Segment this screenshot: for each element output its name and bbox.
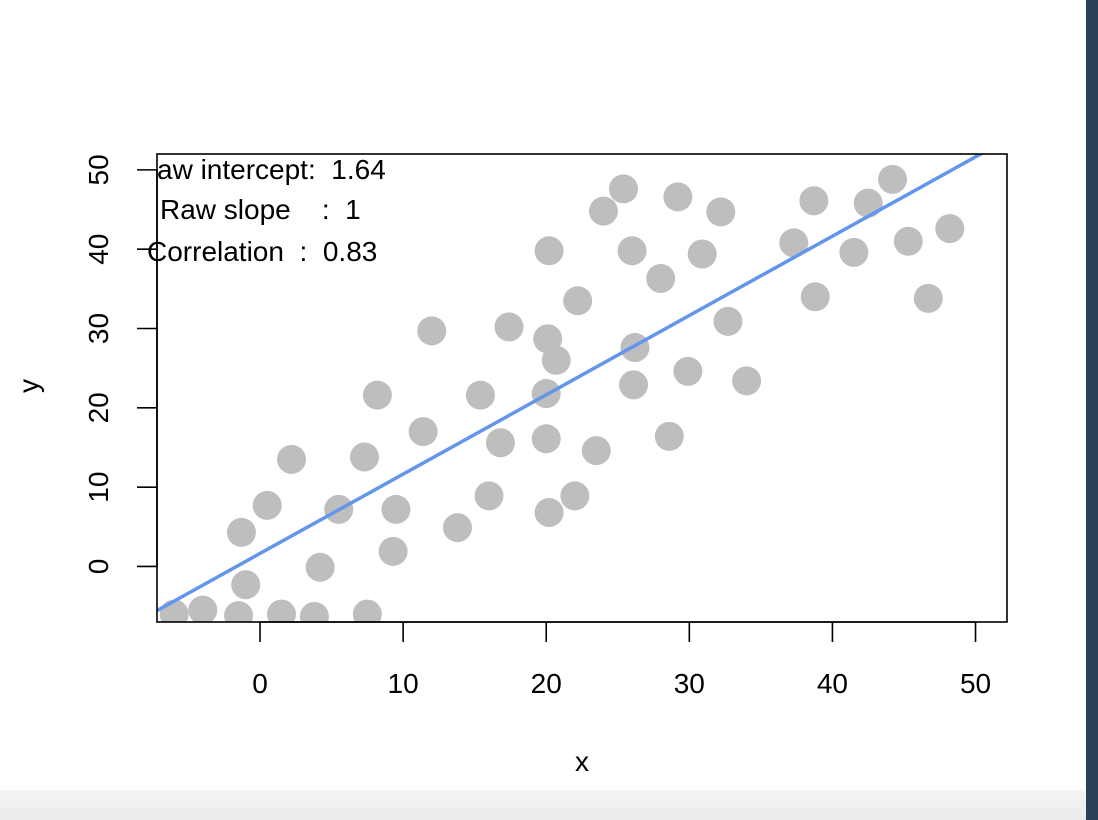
- data-point: [381, 494, 411, 524]
- data-point: [252, 490, 282, 520]
- x-tick-label: 0: [252, 668, 268, 699]
- y-tick-label: 40: [83, 234, 114, 265]
- data-point: [531, 424, 561, 454]
- y-tick-label: 0: [83, 559, 114, 575]
- data-point: [588, 196, 618, 226]
- x-tick-label: 30: [674, 668, 705, 699]
- data-point: [534, 498, 564, 528]
- data-point: [935, 214, 965, 244]
- data-point: [654, 421, 684, 451]
- x-tick-label: 20: [531, 668, 562, 699]
- data-point: [266, 599, 296, 622]
- data-point: [277, 444, 307, 474]
- data-point: [534, 236, 564, 266]
- y-tick-label: 30: [83, 313, 114, 344]
- data-point: [617, 236, 647, 266]
- bottom-strip: [0, 790, 1086, 820]
- data-point: [800, 282, 830, 312]
- data-point: [299, 601, 329, 622]
- data-point: [581, 436, 611, 466]
- x-axis-title: x: [575, 746, 589, 777]
- data-point: [853, 188, 883, 218]
- data-point: [663, 182, 693, 212]
- data-point: [378, 536, 408, 566]
- data-point: [159, 599, 189, 622]
- data-point: [619, 370, 649, 400]
- data-point: [713, 306, 743, 336]
- data-point: [732, 366, 762, 396]
- data-point: [224, 601, 254, 622]
- annotation-slope: Raw slope : 1: [160, 194, 361, 225]
- data-point: [231, 570, 261, 600]
- data-point: [913, 283, 943, 313]
- data-point: [560, 481, 590, 511]
- y-tick-label: 20: [83, 392, 114, 423]
- data-point: [839, 237, 869, 267]
- data-point: [485, 428, 515, 458]
- data-point: [706, 197, 736, 227]
- data-point: [408, 417, 438, 447]
- data-point: [646, 264, 676, 294]
- scatter-plot: 0 10 20 30 40 50 0 10 20 30 40 50 x y aw intercept…: [13, 153, 1008, 777]
- x-tick-label: 40: [817, 668, 848, 699]
- data-point: [352, 599, 382, 622]
- x-tick-label: 50: [960, 668, 991, 699]
- data-point: [226, 517, 256, 547]
- data-point: [349, 442, 379, 472]
- data-point: [893, 226, 923, 256]
- data-point: [608, 174, 638, 204]
- data-point: [878, 164, 908, 194]
- annotation-intercept: aw intercept: 1.64: [157, 154, 386, 185]
- annotation-correlation: Correlation : 0.83: [147, 236, 377, 267]
- data-point: [417, 316, 447, 346]
- x-tick-label: 10: [388, 668, 419, 699]
- y-tick-label: 10: [83, 472, 114, 503]
- data-point: [465, 380, 495, 410]
- data-point: [687, 239, 717, 269]
- data-point: [188, 595, 218, 622]
- data-point: [673, 356, 703, 386]
- data-point: [474, 481, 504, 511]
- data-point: [563, 286, 593, 316]
- y-axis-title: y: [13, 379, 44, 393]
- y-tick-label: 50: [83, 154, 114, 185]
- regression-line: [157, 154, 985, 613]
- data-point: [305, 552, 335, 582]
- data-point: [362, 380, 392, 410]
- data-point: [443, 513, 473, 543]
- data-point: [494, 312, 524, 342]
- window-edge: [1086, 0, 1098, 820]
- data-point: [533, 324, 563, 354]
- data-point: [799, 186, 829, 216]
- data-point: [779, 228, 809, 258]
